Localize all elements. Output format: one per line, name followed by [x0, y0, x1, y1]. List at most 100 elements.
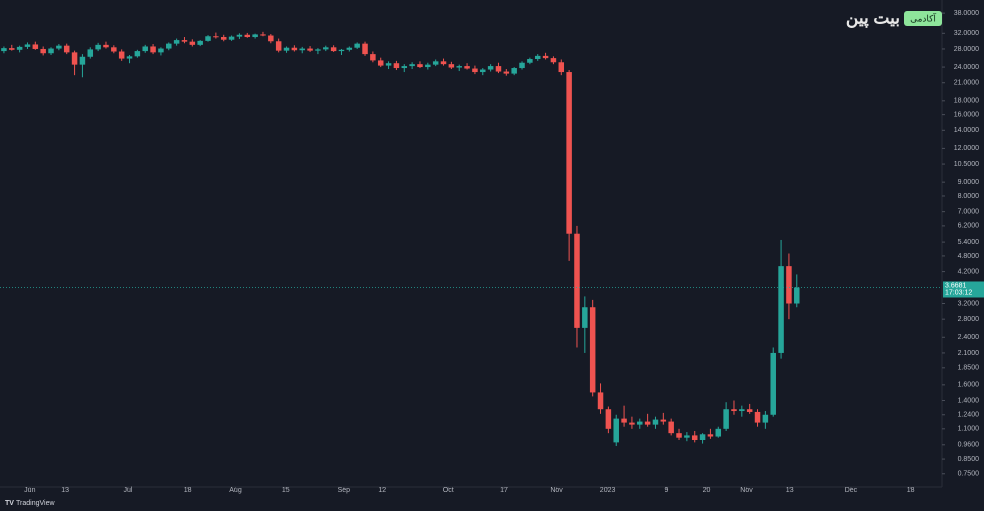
- candle-body: [778, 266, 784, 353]
- candle-body: [173, 40, 180, 44]
- watermark: آکادمی بیت پین: [846, 8, 942, 28]
- x-tick-label: Oct: [443, 487, 454, 494]
- x-tick-label: 15: [282, 487, 290, 494]
- logo-mark: TV: [5, 500, 14, 507]
- candle-body: [425, 64, 431, 68]
- candle-body: [56, 45, 62, 49]
- candle-body: [377, 60, 384, 66]
- candle-body: [676, 433, 682, 438]
- y-tick-label: 0.8500: [958, 456, 980, 463]
- last-price-tag: [943, 281, 984, 298]
- candle-body: [480, 69, 486, 73]
- y-tick-label: 1.1000: [958, 426, 980, 433]
- x-tick-label: Sep: [338, 487, 351, 494]
- candle-body: [385, 63, 392, 66]
- candle-body: [472, 68, 478, 73]
- candle-body: [542, 55, 549, 59]
- y-tick-label: 3.2000: [958, 300, 980, 307]
- candle-body: [370, 54, 376, 61]
- candle-body: [448, 64, 455, 68]
- y-tick-label: 1.6000: [958, 382, 980, 389]
- candle-body: [613, 418, 619, 443]
- x-tick-label: Jul: [123, 487, 132, 494]
- candle-body: [629, 422, 635, 425]
- y-tick-label: 6.2000: [958, 223, 980, 230]
- candle-body: [637, 421, 643, 425]
- y-tick-label: 4.8000: [958, 253, 980, 260]
- candle-body: [487, 66, 494, 70]
- candle-body: [48, 48, 54, 54]
- y-tick-label: 12.0000: [954, 145, 979, 152]
- candle-body: [534, 55, 541, 60]
- y-tick-label: 18.0000: [954, 98, 979, 105]
- candle-body: [432, 61, 439, 65]
- candle-body: [40, 48, 46, 54]
- candle-body: [299, 48, 305, 51]
- y-tick-label: 38.0000: [954, 10, 979, 17]
- candle-body: [644, 421, 651, 425]
- candles: [1, 31, 800, 447]
- candle-body: [338, 49, 345, 52]
- y-tick-label: 2.4000: [958, 334, 980, 341]
- candle-body: [166, 43, 172, 49]
- candle-body: [260, 34, 266, 36]
- candle-body: [95, 44, 101, 50]
- candle-body: [684, 435, 690, 438]
- candle-body: [691, 435, 698, 441]
- x-tick-label: Jun: [24, 487, 35, 494]
- candle-body: [519, 62, 525, 69]
- x-tick-label: Aug: [229, 487, 242, 494]
- candle-body: [574, 233, 580, 328]
- candle-body: [362, 43, 368, 55]
- last-price-label: 3.6681: [945, 282, 967, 289]
- candle-body: [315, 49, 321, 51]
- y-tick-label: 24.0000: [954, 64, 979, 71]
- candle-body: [770, 352, 776, 415]
- y-tick-label: 0.7500: [958, 471, 980, 478]
- y-tick-label: 7.0000: [958, 208, 980, 215]
- candle-body: [503, 71, 510, 74]
- watermark-brand: بیت پین: [846, 8, 900, 28]
- candle-body: [150, 46, 156, 53]
- watermark-badge-text: آکادمی: [910, 12, 936, 23]
- x-tick-label: Nov: [550, 487, 563, 494]
- candle-body: [754, 411, 761, 423]
- candle-body: [401, 66, 408, 69]
- candle-body: [220, 37, 227, 40]
- candle-body: [330, 47, 337, 52]
- candle-body: [126, 56, 133, 59]
- candle-body: [16, 46, 23, 50]
- candle-body: [762, 414, 769, 423]
- watermark-badge: [904, 11, 942, 26]
- y-tick-label: 1.2400: [958, 412, 980, 419]
- candle-body: [589, 307, 596, 393]
- candle-body: [323, 47, 329, 50]
- candle-body: [71, 52, 78, 65]
- candle-body: [786, 266, 792, 304]
- candle-body: [291, 47, 298, 51]
- y-tick-label: 1.4000: [958, 397, 980, 404]
- candle-body: [527, 59, 533, 63]
- candle-body: [118, 51, 125, 59]
- candle-body: [660, 419, 667, 422]
- candle-body: [354, 43, 360, 48]
- candle-body: [134, 51, 141, 57]
- candle-body: [24, 44, 31, 47]
- y-tick-label: 2.8000: [958, 316, 980, 323]
- candle-body: [87, 49, 94, 57]
- candle-body: [652, 419, 659, 425]
- y-tick-label: 9.0000: [958, 179, 980, 186]
- candle-body: [723, 409, 729, 429]
- candle-body: [32, 44, 39, 49]
- x-tick-label: 13: [61, 487, 69, 494]
- candle-body: [111, 47, 117, 52]
- x-tick-label: 12: [378, 487, 386, 494]
- x-tick-label: Nov: [740, 487, 753, 494]
- candle-body: [495, 66, 502, 72]
- logo: TV TradingView: [5, 500, 55, 507]
- candle-body: [189, 41, 196, 45]
- y-tick-label: 4.2000: [958, 268, 980, 275]
- x-tick-label: 18: [907, 487, 915, 494]
